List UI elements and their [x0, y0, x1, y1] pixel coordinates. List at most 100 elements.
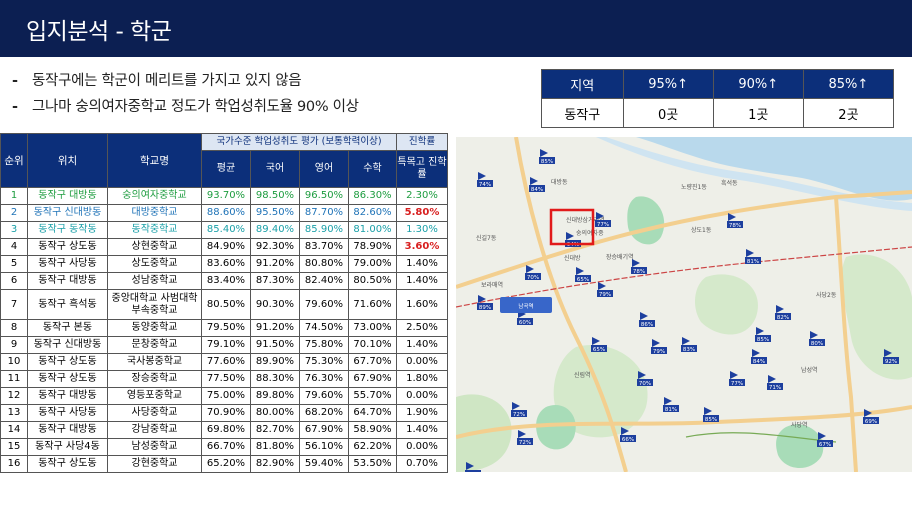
school-flag[interactable]: 78%	[727, 213, 743, 229]
math-cell: 53.50%	[348, 455, 397, 473]
school-flag[interactable]: 75%	[465, 462, 481, 472]
flag-icon	[810, 331, 818, 339]
korean-cell: 82.70%	[250, 421, 300, 439]
school-flag[interactable]: 82%	[775, 305, 791, 321]
math-cell: 70.10%	[348, 336, 397, 354]
special-rate-cell: 5.80%	[396, 204, 448, 222]
header-rank: 순위	[0, 133, 28, 188]
header-progress: 진학률	[396, 133, 448, 151]
math-cell: 58.90%	[348, 421, 397, 439]
rank-cell: 8	[0, 319, 28, 337]
school-flag[interactable]: 71%	[767, 375, 783, 391]
flag-icon	[664, 397, 672, 405]
school-flag[interactable]: 70%	[637, 371, 653, 387]
school-flag[interactable]: 67%	[817, 432, 833, 448]
flag-icon	[530, 177, 538, 185]
flag-icon	[518, 430, 526, 438]
location-cell: 동작구 사당동	[27, 404, 108, 422]
flag-rate-label: 74%	[479, 182, 491, 188]
special-rate-cell: 1.40%	[396, 255, 448, 273]
school-flag[interactable]: 79%	[651, 339, 667, 355]
english-cell: 67.90%	[299, 421, 349, 439]
station-label: 남곡역	[518, 302, 533, 310]
english-cell: 68.20%	[299, 404, 349, 422]
school-flag[interactable]: 89%	[477, 295, 493, 311]
flag-icon	[752, 349, 760, 357]
school-flag[interactable]: 72%	[511, 402, 527, 418]
special-rate-cell: 0.70%	[396, 455, 448, 473]
main-road	[514, 137, 628, 472]
english-cell: 79.60%	[299, 289, 349, 320]
table-row: 9 동작구 신대방동 문창중학교 79.10% 91.50% 75.80% 70.10% 1.…	[0, 336, 448, 354]
school-flag[interactable]: 69%	[863, 409, 879, 425]
bullet-dash: -	[12, 73, 18, 89]
rank-cell: 12	[0, 387, 28, 405]
summary-header-region: 지역	[541, 69, 624, 99]
school-flag[interactable]: 85%	[703, 407, 719, 423]
korean-cell: 82.90%	[250, 455, 300, 473]
rank-cell: 9	[0, 336, 28, 354]
table-row: 2 동작구 신대방동 대방중학교 88.60% 95.50% 87.70% 82.60% 5.…	[0, 204, 448, 222]
english-cell: 75.80%	[299, 336, 349, 354]
flag-icon	[776, 305, 784, 313]
table-row: 13 동작구 사당동 사당중학교 70.90% 80.00% 68.20% 64.70% 1.…	[0, 404, 448, 422]
school-cell: 국사봉중학교	[107, 353, 202, 371]
school-cell: 영등포중학교	[107, 387, 202, 405]
school-flag[interactable]: 81%	[745, 249, 761, 265]
table-row: 7 동작구 흑석동 중앙대학교 사범대학부속중학교 80.50% 90.30% 79.60…	[0, 289, 448, 320]
flag-icon	[638, 371, 646, 379]
flag-icon	[632, 259, 640, 267]
school-flag[interactable]: 86%	[639, 312, 655, 328]
table-row: 1 동작구 대방동 숭의여자중학교 93.70% 98.50% 96.50% 86.30% 2…	[0, 187, 448, 205]
school-flag[interactable]: 77%	[595, 212, 611, 228]
flag-rate-label: 66%	[622, 437, 634, 443]
flag-rate-label: 83%	[683, 347, 695, 353]
english-cell: 96.50%	[299, 187, 349, 205]
flag-rate-label: 77%	[731, 381, 743, 387]
korean-cell: 95.50%	[250, 204, 300, 222]
school-flag[interactable]: 65%	[575, 267, 591, 283]
school-flag[interactable]: 85%	[755, 327, 771, 343]
flag-icon	[526, 265, 534, 273]
summary-header-95: 95%↑	[622, 69, 714, 99]
school-flag[interactable]: 80%	[809, 331, 825, 347]
school-flag[interactable]: 72%	[517, 430, 533, 446]
school-flag[interactable]: 74%	[477, 172, 493, 188]
math-cell: 81.00%	[348, 221, 397, 239]
math-cell: 73.00%	[348, 319, 397, 337]
place-label: 남성역	[801, 366, 818, 374]
school-flag[interactable]: 81%	[663, 397, 679, 413]
flag-icon	[640, 312, 648, 320]
school-flag[interactable]: 77%	[729, 371, 745, 387]
rank-cell: 14	[0, 421, 28, 439]
korean-cell: 89.80%	[250, 387, 300, 405]
flag-rate-label: 65%	[593, 347, 605, 353]
flag-icon	[592, 337, 600, 345]
table-row: 16 동작구 상도동 강현중학교 65.20% 82.90% 59.40% 53.50% 0.…	[0, 455, 448, 473]
rank-cell: 13	[0, 404, 28, 422]
table-row: 3 동작구 동작동 동작중학교 85.40% 89.40% 85.90% 81.00% 1.3…	[0, 221, 448, 239]
korean-cell: 89.40%	[250, 221, 300, 239]
school-flag[interactable]: 66%	[620, 427, 636, 443]
school-flag[interactable]: 70%	[525, 265, 541, 281]
table-row: 5 동작구 사당동 상도중학교 83.60% 91.20% 80.80% 79.00% 1.4…	[0, 255, 448, 273]
school-flag[interactable]: 78%	[631, 259, 647, 275]
bullet-list: - 동작구에는 학군이 메리트를 가지고 있지 않음 - 그나마 숭의여자중학교 정…	[12, 68, 532, 120]
korean-cell: 91.50%	[250, 336, 300, 354]
park-area	[536, 405, 576, 450]
school-flag[interactable]: 85%	[539, 149, 555, 165]
table-row: 8 동작구 본동 동양중학교 79.50% 91.20% 74.50% 73.00% 2.50…	[0, 319, 448, 337]
school-flag[interactable]: 83%	[681, 337, 697, 353]
school-flag[interactable]: 84%	[529, 177, 545, 193]
school-cell: 장승중학교	[107, 370, 202, 388]
school-flag[interactable]: 84%	[751, 349, 767, 365]
school-cell: 문창중학교	[107, 336, 202, 354]
flag-icon	[566, 232, 574, 240]
school-flag[interactable]: 79%	[597, 282, 613, 298]
location-cell: 동작구 사당4동	[27, 438, 108, 456]
place-label: 신대방삼거리역	[566, 216, 605, 224]
school-flag[interactable]: 65%	[591, 337, 607, 353]
place-label: 신대방	[564, 254, 581, 262]
school-flag[interactable]: 92%	[883, 349, 899, 365]
school-map[interactable]: 노량진1동 흑석동 대방동 신길7동 신대방 상도1동 신림역 사당2동 사당역 남성역 신대방삼거…	[456, 137, 912, 472]
